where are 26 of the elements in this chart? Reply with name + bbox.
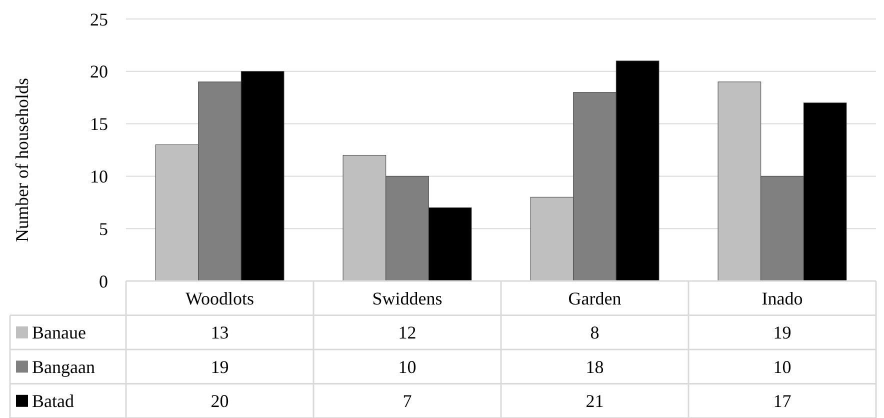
y-tick-label: 20 bbox=[90, 62, 108, 82]
y-tick-label: 25 bbox=[90, 9, 108, 30]
data-label: 18 bbox=[586, 356, 604, 377]
y-tick-label: 5 bbox=[99, 218, 108, 239]
y-tick-label: 10 bbox=[90, 166, 108, 186]
x-tick-label: Inado bbox=[762, 288, 803, 308]
data-label: 10 bbox=[398, 356, 416, 377]
data-label: 12 bbox=[398, 322, 416, 343]
data-label: 8 bbox=[590, 322, 600, 343]
y-tick-label: 15 bbox=[90, 114, 108, 134]
data-label: 19 bbox=[773, 322, 792, 343]
data-label: 10 bbox=[773, 356, 792, 377]
legend-label: Banaue bbox=[32, 322, 86, 343]
data-label: 21 bbox=[586, 391, 604, 412]
x-tick-label: Woodlots bbox=[185, 288, 254, 308]
y-tick-label: 0 bbox=[99, 271, 108, 292]
legend-label: Bangaan bbox=[32, 356, 95, 377]
y-axis-title: Number of households bbox=[12, 78, 32, 242]
data-label: 7 bbox=[402, 391, 412, 412]
data-label: 19 bbox=[210, 356, 229, 377]
data-label: 13 bbox=[210, 322, 229, 343]
x-tick-label: Swiddens bbox=[372, 288, 442, 308]
legend-label: Batad bbox=[32, 391, 74, 412]
data-label: 17 bbox=[773, 391, 792, 412]
data-label: 20 bbox=[210, 391, 229, 412]
x-tick-label: Garden bbox=[568, 288, 622, 308]
